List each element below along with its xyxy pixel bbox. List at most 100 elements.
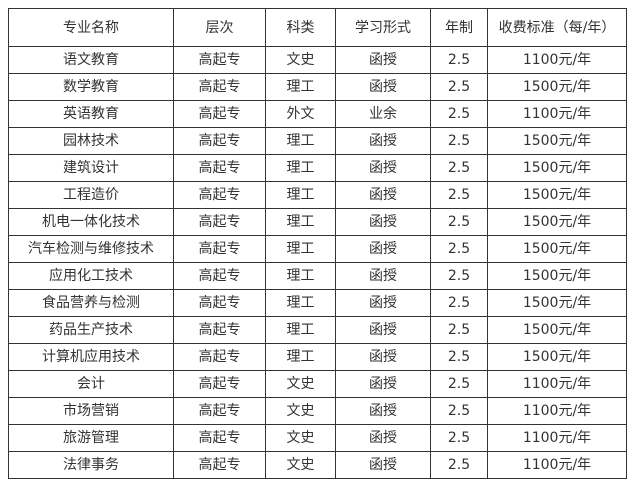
table-cell: 市场营销 xyxy=(8,397,174,425)
table-cell: 理工 xyxy=(265,316,336,344)
table-row: 汽车检测与维修技术 高起专 理工 函授 2.5 1500元/年 xyxy=(8,235,627,263)
header-study-form: 学习形式 xyxy=(335,8,431,47)
table-cell: 理工 xyxy=(265,208,336,236)
table-cell: 理工 xyxy=(265,343,336,371)
table-row: 法律事务 高起专 文史 函授 2.5 1100元/年 xyxy=(8,451,627,479)
table-cell: 园林技术 xyxy=(8,127,174,155)
table-cell: 函授 xyxy=(335,343,431,371)
table-row: 工程造价 高起专 理工 函授 2.5 1500元/年 xyxy=(8,181,627,209)
table-row: 会计 高起专 文史 函授 2.5 1100元/年 xyxy=(8,370,627,398)
table-cell: 1100元/年 xyxy=(487,46,627,74)
table-cell: 高起专 xyxy=(173,424,266,452)
table-cell: 函授 xyxy=(335,46,431,74)
table-cell: 高起专 xyxy=(173,370,266,398)
table-cell: 理工 xyxy=(265,181,336,209)
table-cell: 高起专 xyxy=(173,289,266,317)
table-cell: 文史 xyxy=(265,397,336,425)
table-cell: 2.5 xyxy=(430,46,488,74)
table-cell: 函授 xyxy=(335,73,431,101)
table-cell: 汽车检测与维修技术 xyxy=(8,235,174,263)
table-row: 机电一体化技术 高起专 理工 函授 2.5 1500元/年 xyxy=(8,208,627,236)
table-cell: 函授 xyxy=(335,451,431,479)
table-cell: 高起专 xyxy=(173,235,266,263)
header-subject-category: 科类 xyxy=(265,8,336,47)
table-cell: 旅游管理 xyxy=(8,424,174,452)
table-cell: 1500元/年 xyxy=(487,262,627,290)
table-cell: 文史 xyxy=(265,424,336,452)
table-cell: 高起专 xyxy=(173,208,266,236)
table-cell: 英语教育 xyxy=(8,100,174,128)
header-level: 层次 xyxy=(173,8,266,47)
table-cell: 2.5 xyxy=(430,73,488,101)
table-cell: 高起专 xyxy=(173,154,266,182)
table-cell: 2.5 xyxy=(430,451,488,479)
table-cell: 2.5 xyxy=(430,127,488,155)
table-cell: 1100元/年 xyxy=(487,397,627,425)
table-cell: 理工 xyxy=(265,127,336,155)
table-cell: 1500元/年 xyxy=(487,343,627,371)
table-cell: 函授 xyxy=(335,316,431,344)
table-cell: 函授 xyxy=(335,235,431,263)
table-row: 园林技术 高起专 理工 函授 2.5 1500元/年 xyxy=(8,127,627,155)
table-cell: 文史 xyxy=(265,451,336,479)
table-row: 语文教育 高起专 文史 函授 2.5 1100元/年 xyxy=(8,46,627,74)
table-cell: 文史 xyxy=(265,370,336,398)
table-cell: 函授 xyxy=(335,154,431,182)
table-body: 语文教育 高起专 文史 函授 2.5 1100元/年 数学教育 高起专 理工 函授 2.5 1500元… xyxy=(8,46,627,479)
header-major-name: 专业名称 xyxy=(8,8,174,47)
table-cell: 2.5 xyxy=(430,100,488,128)
table-cell: 2.5 xyxy=(430,235,488,263)
table-row: 计算机应用技术 高起专 理工 函授 2.5 1500元/年 xyxy=(8,343,627,371)
table-cell: 函授 xyxy=(335,424,431,452)
table-cell: 1100元/年 xyxy=(487,424,627,452)
table-row: 市场营销 高起专 文史 函授 2.5 1100元/年 xyxy=(8,397,627,425)
table-cell: 1500元/年 xyxy=(487,154,627,182)
table-header: 专业名称 层次 科类 学习形式 年制 收费标准（每/年） xyxy=(8,8,627,47)
header-fee-standard: 收费标准（每/年） xyxy=(487,8,627,47)
table-cell: 理工 xyxy=(265,262,336,290)
table-cell: 函授 xyxy=(335,127,431,155)
table-cell: 文史 xyxy=(265,46,336,74)
table-row: 旅游管理 高起专 文史 函授 2.5 1100元/年 xyxy=(8,424,627,452)
table-cell: 函授 xyxy=(335,208,431,236)
table-cell: 2.5 xyxy=(430,208,488,236)
table-cell: 1100元/年 xyxy=(487,451,627,479)
header-row: 专业名称 层次 科类 学习形式 年制 收费标准（每/年） xyxy=(8,8,627,47)
table-cell: 建筑设计 xyxy=(8,154,174,182)
table-row: 建筑设计 高起专 理工 函授 2.5 1500元/年 xyxy=(8,154,627,182)
table-cell: 理工 xyxy=(265,235,336,263)
table-row: 英语教育 高起专 外文 业余 2.5 1100元/年 xyxy=(8,100,627,128)
table-cell: 1500元/年 xyxy=(487,208,627,236)
table-row: 药品生产技术 高起专 理工 函授 2.5 1500元/年 xyxy=(8,316,627,344)
table-cell: 高起专 xyxy=(173,73,266,101)
table-cell: 函授 xyxy=(335,181,431,209)
table-cell: 函授 xyxy=(335,397,431,425)
table-cell: 机电一体化技术 xyxy=(8,208,174,236)
table-cell: 2.5 xyxy=(430,343,488,371)
table-cell: 1500元/年 xyxy=(487,73,627,101)
table-cell: 计算机应用技术 xyxy=(8,343,174,371)
table-cell: 高起专 xyxy=(173,181,266,209)
table-cell: 高起专 xyxy=(173,316,266,344)
table-cell: 数学教育 xyxy=(8,73,174,101)
table-row: 数学教育 高起专 理工 函授 2.5 1500元/年 xyxy=(8,73,627,101)
table-cell: 1500元/年 xyxy=(487,181,627,209)
table-cell: 2.5 xyxy=(430,424,488,452)
table-cell: 2.5 xyxy=(430,181,488,209)
table-cell: 工程造价 xyxy=(8,181,174,209)
table-cell: 2.5 xyxy=(430,397,488,425)
table-cell: 语文教育 xyxy=(8,46,174,74)
table-cell: 外文 xyxy=(265,100,336,128)
table-cell: 2.5 xyxy=(430,370,488,398)
table-cell: 2.5 xyxy=(430,289,488,317)
table-cell: 1100元/年 xyxy=(487,370,627,398)
table-cell: 高起专 xyxy=(173,46,266,74)
table-cell: 高起专 xyxy=(173,343,266,371)
table-row: 食品营养与检测 高起专 理工 函授 2.5 1500元/年 xyxy=(8,289,627,317)
table-row: 应用化工技术 高起专 理工 函授 2.5 1500元/年 xyxy=(8,262,627,290)
table-cell: 函授 xyxy=(335,289,431,317)
table-cell: 药品生产技术 xyxy=(8,316,174,344)
table-cell: 1500元/年 xyxy=(487,127,627,155)
table-cell: 高起专 xyxy=(173,100,266,128)
